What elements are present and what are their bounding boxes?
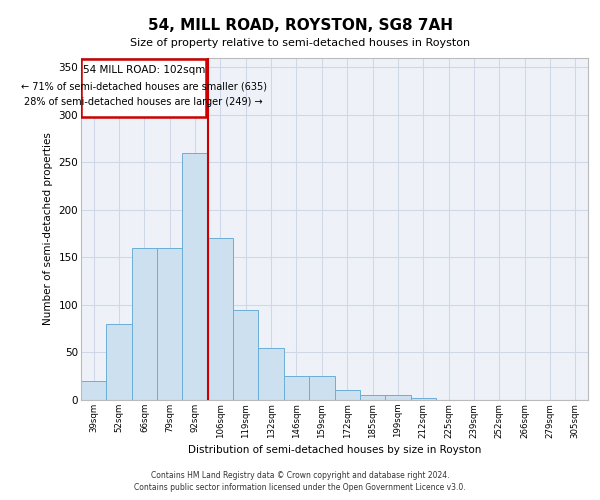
Bar	[309, 376, 335, 400]
Bar	[182, 152, 208, 400]
Text: ← 71% of semi-detached houses are smaller (635): ← 71% of semi-detached houses are smalle…	[21, 81, 267, 91]
Bar	[284, 376, 309, 400]
Bar	[81, 60, 206, 118]
Text: 54 MILL ROAD: 102sqm: 54 MILL ROAD: 102sqm	[83, 65, 205, 75]
Bar	[259, 348, 284, 400]
Bar	[410, 398, 436, 400]
Bar	[81, 381, 106, 400]
Bar	[385, 395, 410, 400]
Bar	[132, 248, 157, 400]
Text: 28% of semi-detached houses are larger (249) →: 28% of semi-detached houses are larger (…	[25, 97, 263, 107]
Bar	[208, 238, 233, 400]
Bar	[157, 248, 182, 400]
Bar	[106, 324, 132, 400]
Bar	[335, 390, 360, 400]
Y-axis label: Number of semi-detached properties: Number of semi-detached properties	[43, 132, 53, 325]
X-axis label: Distribution of semi-detached houses by size in Royston: Distribution of semi-detached houses by …	[188, 444, 481, 454]
Bar	[233, 310, 259, 400]
Text: 54, MILL ROAD, ROYSTON, SG8 7AH: 54, MILL ROAD, ROYSTON, SG8 7AH	[148, 18, 452, 32]
Text: Size of property relative to semi-detached houses in Royston: Size of property relative to semi-detach…	[130, 38, 470, 48]
Text: Contains HM Land Registry data © Crown copyright and database right 2024.
Contai: Contains HM Land Registry data © Crown c…	[134, 471, 466, 492]
Bar	[360, 395, 385, 400]
